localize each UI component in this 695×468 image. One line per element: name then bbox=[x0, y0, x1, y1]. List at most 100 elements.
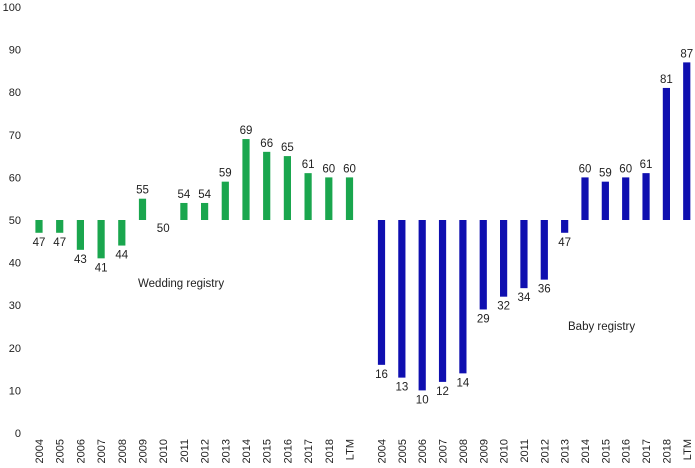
bar bbox=[601, 181, 609, 220]
value-label: 12 bbox=[436, 386, 449, 398]
x-tick-label: 2007 bbox=[96, 439, 108, 463]
y-tick-label: 0 bbox=[15, 428, 21, 440]
x-tick-label: 2015 bbox=[600, 439, 612, 463]
y-axis: 0 10 20 30 40 50 60 70 80 90 100 bbox=[3, 2, 21, 440]
x-tick-label: 2016 bbox=[282, 439, 294, 463]
value-label: 13 bbox=[395, 382, 408, 394]
y-tick-label: 30 bbox=[9, 300, 21, 312]
bar bbox=[118, 220, 126, 246]
x-tick-label: LTM bbox=[345, 439, 357, 460]
x-tick-label: 2014 bbox=[241, 439, 253, 463]
x-axis: 2004 2005 2006 2007 2008 2009 2010 2011 2012 2013… bbox=[34, 439, 694, 463]
value-label: 69 bbox=[240, 125, 253, 137]
value-label: 34 bbox=[518, 292, 531, 304]
x-tick-label: 2014 bbox=[580, 439, 592, 463]
value-label: 60 bbox=[343, 163, 356, 175]
x-tick-label: 2015 bbox=[262, 439, 274, 463]
value-label: 59 bbox=[219, 168, 232, 180]
y-tick-label: 100 bbox=[3, 2, 21, 14]
bar bbox=[520, 220, 528, 289]
x-tick-label: 2018 bbox=[661, 439, 673, 463]
y-tick-label: 80 bbox=[9, 87, 21, 99]
bar bbox=[325, 177, 333, 220]
value-label: 54 bbox=[178, 189, 191, 201]
value-label: 47 bbox=[53, 237, 66, 249]
bar bbox=[662, 87, 670, 220]
y-tick-label: 20 bbox=[9, 343, 21, 355]
bar bbox=[540, 220, 548, 280]
y-tick-label: 90 bbox=[9, 45, 21, 57]
value-label: 41 bbox=[95, 262, 108, 274]
x-tick-label: 2004 bbox=[377, 439, 389, 463]
x-tick-label: 2005 bbox=[397, 439, 409, 463]
bar bbox=[398, 220, 406, 378]
x-tick-label: 2011 bbox=[519, 439, 531, 463]
value-label: 87 bbox=[680, 48, 693, 60]
bar bbox=[263, 151, 271, 220]
bar bbox=[180, 202, 188, 220]
x-tick-label: 2004 bbox=[34, 439, 46, 463]
bar bbox=[56, 220, 64, 233]
x-tick-label: 2008 bbox=[458, 439, 470, 463]
bar bbox=[438, 220, 447, 382]
x-tick-label: LTM bbox=[682, 439, 694, 460]
bars bbox=[35, 62, 691, 391]
value-label: 61 bbox=[640, 159, 653, 171]
value-label: 10 bbox=[416, 394, 429, 406]
x-tick-label: 2017 bbox=[641, 439, 653, 463]
bar bbox=[479, 220, 487, 310]
x-tick-label: 2010 bbox=[499, 439, 511, 463]
value-label: 29 bbox=[477, 313, 490, 325]
bar bbox=[622, 177, 630, 220]
value-label: 81 bbox=[660, 74, 673, 86]
bar bbox=[642, 173, 650, 220]
value-label: 44 bbox=[115, 250, 128, 262]
series-annotations: Wedding registry Baby registry bbox=[138, 278, 635, 333]
bar bbox=[500, 220, 508, 297]
value-label: 14 bbox=[457, 377, 470, 389]
bar bbox=[138, 198, 147, 220]
value-label: 60 bbox=[579, 163, 592, 175]
value-label: 55 bbox=[136, 185, 149, 197]
x-tick-label: 2016 bbox=[621, 439, 633, 463]
bar bbox=[76, 220, 84, 250]
x-tick-label: 2006 bbox=[75, 439, 87, 463]
bar bbox=[561, 220, 569, 233]
x-tick-label: 2013 bbox=[220, 439, 232, 463]
x-tick-label: 2012 bbox=[539, 439, 551, 463]
x-tick-label: 2005 bbox=[55, 439, 67, 463]
value-label: 60 bbox=[322, 163, 335, 175]
x-tick-label: 2017 bbox=[303, 439, 315, 463]
series-label-wedding: Wedding registry bbox=[138, 278, 224, 290]
value-label: 47 bbox=[558, 237, 571, 249]
y-tick-label: 40 bbox=[9, 258, 21, 270]
x-tick-label: 2012 bbox=[200, 439, 212, 463]
value-label: 61 bbox=[302, 159, 315, 171]
value-label: 43 bbox=[74, 254, 87, 266]
x-tick-label: 2006 bbox=[417, 439, 429, 463]
bar bbox=[683, 62, 691, 220]
x-tick-label: 2009 bbox=[478, 439, 490, 463]
y-tick-label: 70 bbox=[9, 130, 21, 142]
bar bbox=[345, 177, 354, 220]
value-label: 16 bbox=[375, 369, 388, 381]
value-label: 59 bbox=[599, 168, 612, 180]
x-tick-label: 2007 bbox=[438, 439, 450, 463]
bar bbox=[581, 177, 589, 220]
value-labels: 47 47 43 41 44 55 50 54 54 59 69 66 65 61 60 60 16 13 10 12… bbox=[33, 48, 694, 406]
bar bbox=[35, 220, 43, 233]
series-label-baby: Baby registry bbox=[568, 321, 635, 333]
value-label: 60 bbox=[619, 163, 632, 175]
x-tick-label: 2008 bbox=[117, 439, 129, 463]
x-tick-label: 2018 bbox=[324, 439, 336, 463]
y-tick-label: 60 bbox=[9, 172, 21, 184]
bar bbox=[201, 202, 209, 220]
x-tick-label: 2009 bbox=[138, 439, 150, 463]
bar bbox=[418, 220, 426, 391]
x-tick-label: 2011 bbox=[179, 439, 191, 463]
value-label: 32 bbox=[497, 301, 510, 313]
bar bbox=[377, 220, 386, 365]
x-tick-label: 2010 bbox=[158, 439, 170, 463]
value-label: 50 bbox=[157, 223, 170, 235]
bar bbox=[242, 139, 250, 220]
